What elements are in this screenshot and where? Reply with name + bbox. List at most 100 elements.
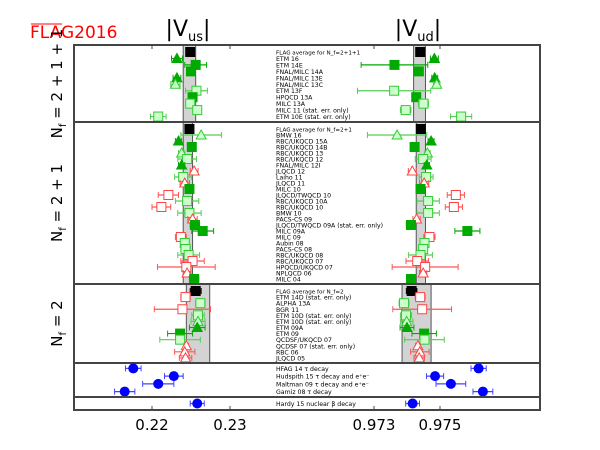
row-label: ETM 16 — [276, 56, 299, 63]
marker-square-ud — [423, 196, 434, 206]
marker-square-ud — [418, 98, 429, 109]
section-label-sub: f — [58, 123, 69, 127]
marker-triangle-us — [191, 321, 204, 332]
marker-square-ud — [405, 274, 416, 284]
marker-triangle-ud — [428, 52, 441, 63]
marker-square-ud — [450, 190, 461, 200]
row-label: FNAL/MILC 13E — [276, 75, 323, 82]
row-label: MILC 13A — [276, 101, 306, 108]
section-label-sub: f — [58, 227, 69, 231]
row-label: ETM 09 — [276, 331, 299, 338]
row-label: ETM 10E (stat. err. only) — [276, 114, 351, 121]
row-label: Aubin 08 — [276, 241, 304, 248]
marker-triangle-us — [175, 158, 188, 170]
row-label: RBC/UKQCD 12 — [276, 157, 323, 164]
marker-triangle-us — [172, 134, 185, 146]
marker-square-us — [184, 184, 195, 194]
marker-square-ud — [415, 184, 426, 194]
marker-circle-ud — [407, 398, 418, 409]
row-label: JLQCD/TWQCD 09A (stat. err. only) — [275, 223, 383, 230]
marker-square-ud — [412, 256, 423, 266]
marker-triangle-ud — [413, 351, 426, 363]
row-label: PACS-CS 09 — [276, 217, 312, 224]
row-label: ETM 10D (stat. err. only) — [276, 319, 351, 326]
row-label: MILC 09 — [276, 235, 301, 242]
marker-square-ud — [409, 142, 420, 152]
row-label: MILC 10 — [276, 187, 301, 194]
marker-circle-ud — [477, 386, 488, 397]
row-label: MILC 04 — [276, 277, 301, 284]
row-label: RBC/UKQCD 13 — [276, 151, 323, 158]
marker-square-us — [185, 98, 196, 109]
marker-circle-ud — [430, 371, 441, 382]
section-label-rest: = 2 + 1 — [48, 164, 66, 227]
row-label: ETM 14D (stat. err. only) — [276, 295, 351, 302]
marker-square-us — [186, 66, 196, 77]
marker-square-ud — [415, 292, 426, 303]
marker-square-ud — [415, 47, 426, 57]
marker-square-ud — [456, 111, 467, 122]
row-label: JLQCD 12 — [275, 169, 305, 176]
tick-label-vus: 0.22 — [135, 416, 168, 434]
row-label: Hardy 15 nuclear β decay — [276, 401, 356, 408]
title-vud: |Vud| — [395, 17, 441, 45]
marker-square-us — [163, 190, 174, 200]
marker-circle-us — [128, 363, 139, 374]
marker-circle-us — [153, 378, 164, 389]
marker-square-us — [184, 208, 195, 218]
tick-label-vus: 0.23 — [213, 416, 246, 434]
row-label: ALPHA 13A — [276, 301, 311, 308]
marker-square-us — [180, 292, 191, 303]
marker-square-ud — [406, 286, 417, 296]
row-label: JLQCD 11 — [275, 181, 305, 188]
marker-square-ud — [405, 220, 416, 230]
row-label: NPLQCD 06 — [276, 271, 312, 278]
title-vus: |Vus| — [166, 17, 211, 45]
row-label: FLAG average for N_f=2+1 — [276, 128, 352, 134]
row-label: HPQCD/UKQCD 07 — [276, 265, 333, 272]
marker-triangle-us — [169, 78, 182, 89]
row-label: Laiho 11 — [276, 175, 303, 182]
marker-square-ud — [389, 85, 400, 96]
marker-square-us — [185, 47, 196, 57]
marker-square-us — [182, 196, 193, 206]
marker-square-us — [187, 256, 198, 266]
marker-circle-ud — [473, 363, 484, 374]
row-label: QCDSF/UKQCD 07 — [276, 337, 332, 344]
marker-circle-us — [168, 371, 179, 382]
marker-square-us — [177, 304, 188, 315]
row-label: MILC 09A — [276, 229, 306, 236]
row-label: ETM 09A — [276, 325, 304, 332]
tick-label-vud: 0.973 — [353, 416, 396, 434]
marker-triangle-us — [179, 351, 192, 363]
section-label-n: N — [48, 127, 66, 138]
row-label: QCDSF 07 (stat. err. only) — [276, 343, 355, 350]
row-label: RBC 06 — [276, 349, 299, 356]
marker-square-ud — [399, 298, 410, 309]
row-label: FLAG average for N_f=2+1+1 — [276, 51, 361, 57]
marker-square-ud — [423, 208, 434, 218]
row-label: RBC/UKQCD 10A — [276, 199, 328, 206]
row-label: FNAL/MILC 12I — [276, 163, 321, 170]
row-label: RBC/UKQCD 10 — [276, 205, 323, 212]
row-label: BMW 10 — [276, 211, 302, 218]
row-label: FNAL/MILC 14A — [276, 69, 324, 76]
marker-triangle-ud — [430, 78, 443, 89]
marker-triangle-us — [171, 52, 183, 63]
marker-circle-us — [119, 386, 130, 397]
row-label: RBC/UKQCD 14B — [276, 145, 327, 152]
row-label: RBC/UKQCD 07 — [276, 259, 323, 266]
section-label: Nf = 2 + 1 + 1 — [48, 29, 69, 139]
marker-square-us — [156, 202, 167, 212]
marker-square-us — [153, 111, 164, 122]
brand-label: FLAG2016 — [30, 23, 117, 43]
row-label: HFAG 14 τ decay — [276, 366, 329, 373]
row-label: Gamiz 08 τ decay — [276, 389, 332, 396]
marker-square-ud — [462, 226, 473, 236]
row-label: MILC 11 (stat. err. only) — [276, 108, 349, 115]
marker-square-ud — [415, 124, 426, 134]
marker-square-us — [189, 274, 200, 284]
marker-square-us — [192, 105, 203, 116]
